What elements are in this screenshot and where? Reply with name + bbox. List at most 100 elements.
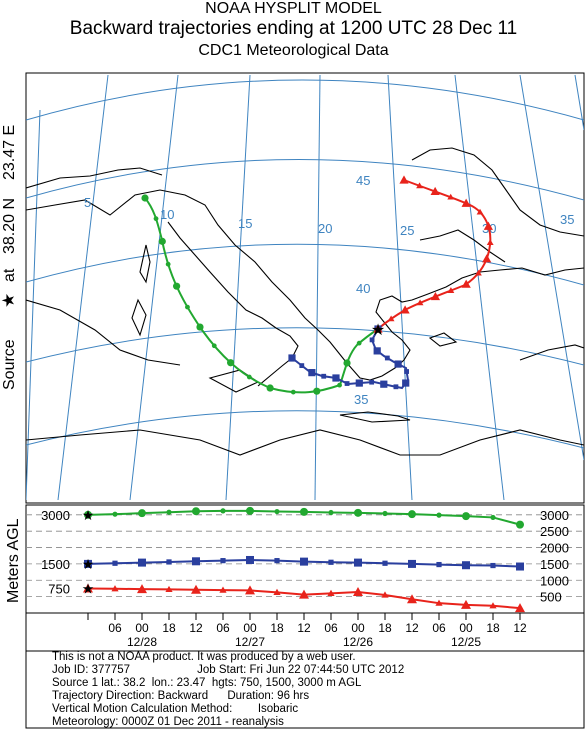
map-point-3000 xyxy=(313,387,321,395)
map-point-3000 xyxy=(227,359,235,367)
data-point-3000 xyxy=(328,509,334,516)
map-point-3000 xyxy=(185,304,190,310)
graticule xyxy=(26,74,584,501)
data-point-1500 xyxy=(220,558,226,564)
time-tick-label: 18 xyxy=(378,621,392,635)
right-tick-label: 2000 xyxy=(540,541,569,556)
data-point-750 xyxy=(489,602,497,609)
source-star-icon: ★ xyxy=(82,580,95,596)
map-point-1500 xyxy=(369,379,375,385)
series-3000 xyxy=(84,506,524,529)
footer-source: Source 1 lat.: 38.2 lon.: 23.47 hgts: 75… xyxy=(52,677,362,689)
date-label: 12/26 xyxy=(343,635,373,649)
map-point-750 xyxy=(447,193,455,200)
map-point-1500 xyxy=(355,379,363,387)
time-tick-label: 18 xyxy=(486,621,500,635)
footer-meteorology: Meteorology: 0000Z 01 Dec 2011 - reanaly… xyxy=(52,716,284,728)
data-point-750 xyxy=(381,591,389,598)
lon-label-20: 20 xyxy=(318,221,332,236)
source-star-icon: ★ xyxy=(371,322,385,339)
map-point-3000 xyxy=(141,194,149,202)
data-point-3000 xyxy=(516,520,524,529)
left-tick-label: 750 xyxy=(48,581,70,596)
map-area: 5 10 15 20 25 30 35 45 40 35 ★ xyxy=(26,74,584,501)
data-point-750 xyxy=(407,594,417,604)
data-point-3000 xyxy=(408,510,416,519)
time-tick-label: 00 xyxy=(351,621,365,635)
footer-direction: Trajectory Direction: Backward Duration:… xyxy=(52,690,310,702)
data-point-1500 xyxy=(382,560,388,566)
source-text: Source xyxy=(1,339,18,390)
map-point-1500 xyxy=(332,374,340,382)
time-tick-label: 12 xyxy=(405,621,419,635)
map-point-3000 xyxy=(290,389,296,395)
map-point-750 xyxy=(486,239,494,246)
data-point-1500 xyxy=(436,561,442,568)
data-point-1500 xyxy=(408,559,416,568)
map-point-3000 xyxy=(246,374,252,380)
time-tick-label: 18 xyxy=(162,621,176,635)
data-point-750 xyxy=(299,589,309,599)
map-point-1500 xyxy=(394,360,402,368)
data-point-750 xyxy=(191,584,201,594)
map-point-1500 xyxy=(402,379,410,387)
map-point-1500 xyxy=(344,381,350,386)
title-meteorology: CDC1 Meteorological Data xyxy=(198,42,389,59)
data-point-1500 xyxy=(328,559,334,565)
data-point-750 xyxy=(111,585,119,592)
data-point-750 xyxy=(245,585,255,595)
right-tick-label: 1500 xyxy=(540,557,569,572)
data-point-750 xyxy=(83,583,93,593)
map-frame xyxy=(25,72,585,504)
map-point-1500 xyxy=(393,384,399,390)
data-point-3000 xyxy=(112,511,118,517)
source-side-label: Source ★ at 38.20 N 23.47 E xyxy=(0,125,18,390)
data-point-3000 xyxy=(138,509,146,518)
data-point-3000 xyxy=(462,512,470,521)
map-point-750 xyxy=(400,305,410,314)
right-tick-label: 1000 xyxy=(540,573,569,588)
map-point-1500 xyxy=(373,347,381,355)
data-point-1500 xyxy=(166,559,172,565)
map-point-750 xyxy=(416,299,424,306)
map-point-3000 xyxy=(158,237,166,245)
map-trajectory-markers xyxy=(141,175,494,395)
left-tick-label: 1500 xyxy=(41,557,70,572)
data-point-3000 xyxy=(220,508,226,514)
lon-label-35: 35 xyxy=(560,212,574,227)
data-point-3000 xyxy=(490,514,496,521)
data-point-750 xyxy=(353,587,363,597)
data-point-3000 xyxy=(382,510,388,517)
map-point-750 xyxy=(476,208,484,215)
map-point-750 xyxy=(482,254,492,263)
time-tick-label: 00 xyxy=(459,621,473,635)
time-tick-label: 12 xyxy=(513,621,527,635)
lon-label-10: 10 xyxy=(160,207,174,222)
footer-disclaimer: This is not a NOAA product. It was produ… xyxy=(52,651,356,663)
height-series xyxy=(83,506,525,613)
map-point-3000 xyxy=(343,359,351,367)
data-point-1500 xyxy=(274,558,280,564)
time-tick-label: 12 xyxy=(297,621,311,635)
right-tick-label: 500 xyxy=(540,590,562,605)
data-point-1500 xyxy=(192,557,200,566)
right-tick-label: 2500 xyxy=(540,524,569,539)
height-left-tick-labels: 3000 1500 750 xyxy=(41,508,70,597)
map-point-3000 xyxy=(266,384,274,392)
data-point-1500 xyxy=(84,559,92,568)
at-text: at xyxy=(1,268,18,282)
data-point-1500 xyxy=(462,561,470,570)
map-point-750 xyxy=(483,221,493,230)
footer-job: Job ID: 377757 Job Start: Fri Jun 22 07:… xyxy=(52,664,405,676)
data-point-3000 xyxy=(84,510,92,519)
latitude-text: 38.20 N xyxy=(1,198,18,254)
date-label: 12/27 xyxy=(235,635,265,649)
data-point-750 xyxy=(515,603,525,613)
map-point-750 xyxy=(447,287,455,293)
footer-frame xyxy=(25,650,585,729)
data-point-1500 xyxy=(490,562,496,569)
map-point-3000 xyxy=(153,216,159,222)
map-point-750 xyxy=(461,198,471,207)
grid-labels: 5 10 15 20 25 30 35 45 40 35 xyxy=(84,173,574,407)
